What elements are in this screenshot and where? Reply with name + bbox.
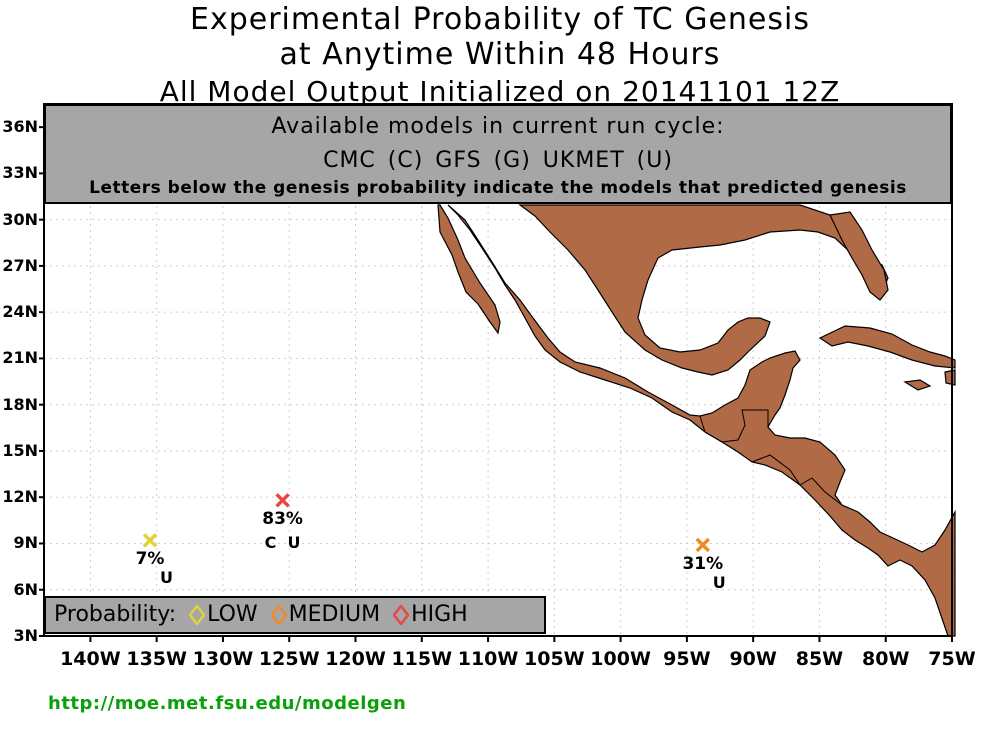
genesis-probability: 83% (262, 509, 303, 530)
source-url: http://moe.met.fsu.edu/modelgen (48, 693, 407, 714)
map-title-line-1: Experimental Probability of TC Genesis (190, 2, 810, 37)
lat-tick-label: 27N (2, 255, 38, 275)
genesis-probability: 31% (682, 554, 724, 575)
lat-tick-label: 9N (13, 533, 38, 553)
lon-tick-label: 100W (590, 648, 651, 670)
legend-medium-label: MEDIUM (288, 602, 381, 627)
genesis-models: U (712, 573, 726, 593)
models-info-box: Available models in current run cycle: C… (44, 104, 952, 204)
map-title-line-2: at Anytime Within 48 Hours (279, 37, 721, 72)
lat-tick-label: 33N (2, 163, 38, 183)
landmass-cuba (818, 325, 956, 369)
legend-high-label: HIGH (411, 602, 468, 627)
lon-tick-label: 90W (729, 648, 777, 670)
info-box-heading: Available models in current run cycle: (271, 114, 725, 139)
genesis-models: U (160, 568, 174, 588)
lon-tick-label: 110W (457, 648, 519, 670)
map-title-line-3: All Model Output Initialized on 20141101… (159, 75, 841, 108)
lat-tick-label: 30N (2, 209, 38, 229)
lon-tick-label: 95W (663, 648, 711, 670)
high-diamond-icon (392, 603, 410, 627)
lon-tick-label: 125W (258, 648, 320, 670)
lat-tick-label: 3N (13, 626, 38, 645)
lat-tick-label: 24N (2, 302, 38, 322)
lon-tick-label: 130W (192, 648, 254, 670)
lat-tick-label: 21N (2, 348, 38, 368)
border-lines-2 (751, 454, 843, 506)
landmass-us-south (518, 204, 889, 376)
probability-legend: Probability: LOW MEDIUM HIGH (44, 596, 546, 634)
landmass-mexico-central-america (437, 204, 501, 335)
landmass-florida (829, 211, 889, 301)
lon-tick-label: 85W (795, 648, 844, 670)
lat-tick-label: 36N (2, 117, 38, 137)
legend-label: Probability: (54, 602, 177, 627)
lon-tick-label: 140W (60, 648, 121, 670)
lon-tick-label: 135W (126, 648, 187, 670)
genesis-probability: 7% (135, 549, 165, 570)
medium-diamond-icon (270, 603, 288, 627)
lon-tick-label: 105W (524, 648, 585, 670)
lon-tick-label: 80W (862, 648, 910, 670)
genesis-x-marker (275, 493, 290, 508)
lat-tick-label: 6N (13, 579, 38, 599)
landmass-hispaniola (944, 369, 956, 386)
lon-tick-label: 115W (391, 648, 453, 670)
lon-tick-label: 120W (325, 648, 386, 670)
genesis-models: C U (264, 533, 301, 553)
low-diamond-icon (188, 603, 206, 627)
legend-low-label: LOW (207, 602, 258, 627)
info-box-note: Letters below the genesis probability in… (89, 178, 907, 198)
lat-tick-label: 18N (2, 394, 38, 414)
genesis-x-marker (695, 537, 711, 553)
landmass-jamaica (903, 379, 932, 391)
lat-tick-label: 12N (2, 487, 38, 507)
genesis-markers (142, 493, 711, 553)
lon-tick-label: 75W (928, 648, 976, 670)
land-layer (437, 204, 956, 637)
lat-tick-label: 15N (2, 440, 38, 460)
border-lines (699, 409, 769, 443)
genesis-x-marker (142, 533, 158, 548)
info-box-models: CMC (C) GFS (G) UKMET (U) (323, 148, 673, 173)
